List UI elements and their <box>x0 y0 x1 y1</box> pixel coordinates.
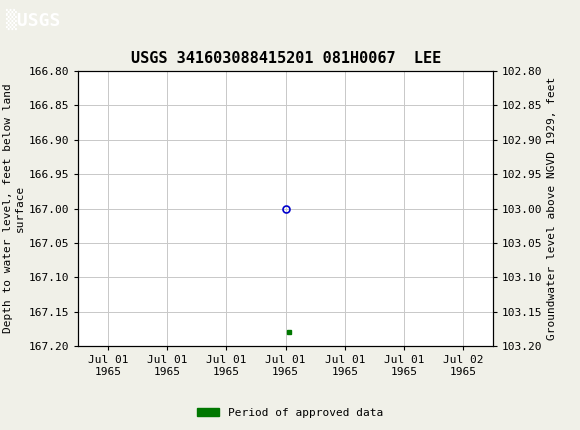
Text: ▒USGS: ▒USGS <box>6 9 60 31</box>
Title: USGS 341603088415201 081H0067  LEE: USGS 341603088415201 081H0067 LEE <box>130 51 441 66</box>
Y-axis label: Depth to water level, feet below land
surface: Depth to water level, feet below land su… <box>3 84 24 333</box>
Legend: Period of approved data: Period of approved data <box>193 403 387 422</box>
Y-axis label: Groundwater level above NGVD 1929, feet: Groundwater level above NGVD 1929, feet <box>547 77 557 340</box>
